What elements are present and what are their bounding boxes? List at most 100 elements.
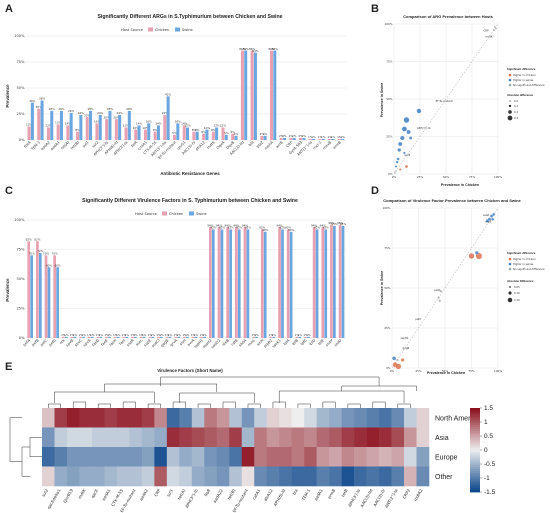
bar-value-label: 92% [227,226,234,230]
heatmap-cell-asia-10 [166,427,180,448]
heatmap-cell-europe-10 [166,447,180,467]
bar-value-label: 4% [260,132,265,136]
colorbar-segment [470,414,480,417]
bar-swine-sul2 [98,115,102,140]
bar-chicken-tet-b [76,131,80,140]
bar-swine-sodci [160,336,163,338]
bar-value-label: 1% [130,333,135,337]
x-tick-label: 50% [442,369,449,373]
bar-value-label: 22% [84,113,91,117]
bar-value-label: 14% [65,122,72,126]
dendrogram-link [297,403,311,408]
x-tick-label: avrA [187,338,196,347]
x-tick-label: mcr-1 [312,140,322,150]
bar-swine-pefa [30,255,34,338]
bar-chicken-sinh [260,229,264,338]
heatmap-cell-north-america-23 [329,408,342,428]
panel-c-legend-chicken: Chicken [169,212,183,216]
bar-value-label: 2% [282,134,287,138]
bar-value-label: 1% [113,333,118,337]
heatmap-column-label: bla [291,488,299,496]
x-tick-label: sul2 [91,140,99,148]
colorbar-tick-label: -0.5 [484,461,496,468]
x-tick-label: 75% [468,369,475,373]
scatter-point-chicken [404,164,409,169]
heatmap-cell-north-america-20 [291,408,305,428]
dendrogram-link [222,401,236,408]
heatmap-cell-europe-2 [66,447,80,467]
heatmap-column-label: floR [203,488,211,497]
legend-swatch-chicken-a [148,27,153,32]
bar-chicken-pefb [36,241,39,338]
bar-value-label: 1% [70,333,75,337]
y-tick-label: 25% [17,112,26,116]
bar-swine-pefd [56,267,59,338]
bar-value-label: 94% [207,223,214,227]
heatmap-column-label: tet(B) [226,488,236,501]
bar-chicken-gyra-s83 [299,137,303,140]
bar-value-label: 10% [142,126,149,130]
heatmap-cell-north-america-0 [42,408,55,428]
heatmap-cell-asia-8 [141,427,155,448]
heatmap-cell-asia-5 [104,427,118,448]
bar-value-label: 10% [133,126,140,130]
point-annotation: CRP [483,29,489,33]
colorbar-segment [470,454,480,457]
heatmap-cell-north-america-18 [266,408,280,428]
heatmap-cell-europe-11 [179,447,193,467]
panel-b-legend-size-2: 0.1 [514,104,518,108]
colorbar-segment [470,487,480,491]
bar-value-label: 1% [254,333,259,337]
scatter-point-swine [403,117,410,123]
legend-dot-higher-chicken-d [508,257,512,261]
bar-chicken-mexb [328,138,332,140]
heatmap-cell-europe-6 [116,447,130,467]
scatter-point-none [395,358,399,362]
heatmap-cell-asia-29 [404,427,417,448]
heatmap-cell-asia-23 [329,427,342,448]
bar-chicken-ssel [139,336,143,338]
heatmap-cell-north-america-1 [54,408,68,428]
y-tick-label: 0% [386,366,391,370]
heatmap-cell-europe-21 [304,447,317,467]
heatmap-column-label: mdtK [77,488,87,500]
bar-swine-grva [177,336,181,338]
heatmap-cell-asia-28 [391,427,405,448]
bar-swine-avra [194,336,198,338]
legend-dot-higher-swine-d [508,262,512,266]
bar-chicken-faed [96,336,100,338]
bar-swine-aph-3-ib [108,110,112,140]
heatmap-cell-europe-24 [341,447,355,467]
heatmap-cell-other-8 [141,466,155,487]
bar-chicken-pefd [53,255,57,338]
bar-chicken-ssav [330,224,333,338]
legend-size-2-b [508,110,512,114]
scatter-point-swine [474,251,479,255]
panel-d-legend-item-3: No significant difference [513,267,545,271]
bar-value-label: 1% [165,333,170,337]
colorbar-segment [470,460,480,463]
colorbar-segment [470,435,480,438]
x-tick-label: faeD [91,338,100,347]
bar-swine-ant-2-ia [312,138,316,140]
bar-swine-ssel [142,336,146,338]
heatmap-cell-other-13 [204,466,218,487]
bar-value-label: 1% [151,333,156,337]
dendrogram-link [54,391,155,403]
scatter-point-swine [491,217,495,221]
bar-value-label: 1% [272,333,277,337]
panel-c-title: Significantly Different Virulence Factor… [82,198,298,204]
dendrogram-link [160,376,380,386]
heatmap-cell-asia-15 [229,427,243,448]
bar-chicken-aada2 [46,127,50,140]
heatmap-column-label: APH(6)-Id [272,488,286,507]
bar-value-label: 1% [194,333,199,337]
colorbar-segment [470,426,480,430]
heatmap-cell-other-2 [66,466,80,487]
colorbar-segment [470,445,480,449]
x-tick-label: faeE [100,338,109,347]
heatmap-row-label: Other [435,474,453,481]
bar-chicken-grva [174,336,178,338]
bar-value-label: 8% [195,128,200,132]
bar-value-label: 38% [39,97,46,101]
